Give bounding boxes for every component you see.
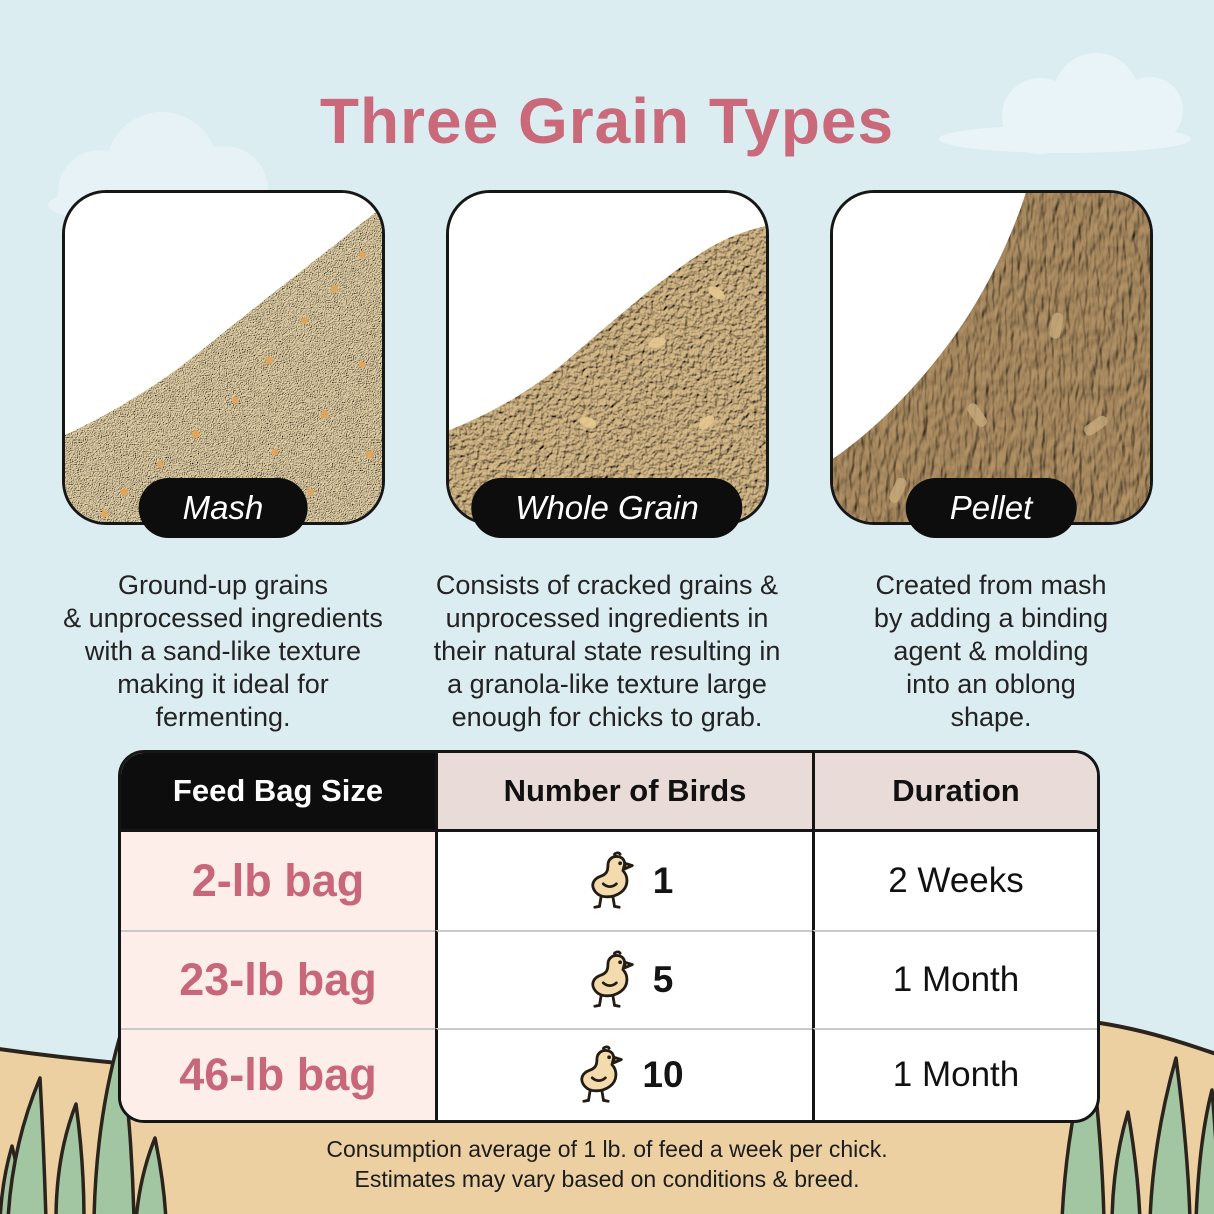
- grain-cards-row: Mash Ground-up grains & unprocessed ingr…: [31, 190, 1183, 734]
- whole-grain-label: Whole Grain: [515, 489, 699, 526]
- duration-cell: 1 Month: [812, 930, 1097, 1028]
- feed-table: Feed Bag Size Number of Birds Duration 2…: [118, 750, 1100, 1123]
- mash-photo-frame: [61, 190, 385, 525]
- birds-cell: 5: [435, 930, 812, 1028]
- chick-icon: [566, 1044, 626, 1106]
- header-feed-bag-size: Feed Bag Size: [121, 753, 435, 832]
- consumption-footnote: Consumption average of 1 lb. of feed a w…: [326, 1136, 888, 1192]
- mash-description: Ground-up grains & unprocessed ingredien…: [63, 570, 383, 732]
- page-title: Three Grain Types: [319, 85, 895, 157]
- grain-card-mash: Mash Ground-up grains & unprocessed ingr…: [31, 190, 415, 734]
- pellet-photo-frame: [829, 190, 1153, 525]
- birds-cell: 10: [435, 1028, 812, 1120]
- pellet-label-pill: Pellet: [905, 478, 1077, 538]
- grain-card-pellet: Pellet Created from mash by adding a bin…: [799, 190, 1183, 734]
- header-duration: Duration: [812, 753, 1097, 832]
- mash-photo: [64, 193, 382, 522]
- whole-grain-description: Consists of cracked grains & unprocessed…: [433, 570, 781, 732]
- pellet-description: Created from mash by adding a binding ag…: [873, 570, 1109, 732]
- duration-cell: 1 Month: [812, 1028, 1097, 1120]
- duration-cell: 2 Weeks: [812, 832, 1097, 930]
- bag-size-cell: 2-lb bag: [121, 832, 435, 930]
- whole-grain-photo: [448, 193, 766, 522]
- mash-label: Mash: [182, 489, 264, 526]
- bird-count: 5: [652, 959, 674, 1000]
- bag-size-cell: 46-lb bag: [121, 1028, 435, 1120]
- chick-icon: [577, 850, 637, 912]
- pellet-label: Pellet: [949, 489, 1033, 526]
- whole-grain-photo-frame: [445, 190, 769, 525]
- grain-card-whole-grain: Whole Grain Consists of cracked grains &…: [415, 190, 799, 734]
- bag-size-cell: 23-lb bag: [121, 930, 435, 1028]
- header-number-of-birds: Number of Birds: [435, 753, 812, 832]
- mash-label-pill: Mash: [138, 478, 308, 538]
- bird-count: 10: [642, 1054, 684, 1095]
- birds-cell: 1: [435, 832, 812, 930]
- pellet-photo: [832, 193, 1150, 522]
- bird-count: 1: [652, 860, 674, 901]
- whole-grain-label-pill: Whole Grain: [471, 478, 743, 538]
- chick-icon: [577, 949, 637, 1011]
